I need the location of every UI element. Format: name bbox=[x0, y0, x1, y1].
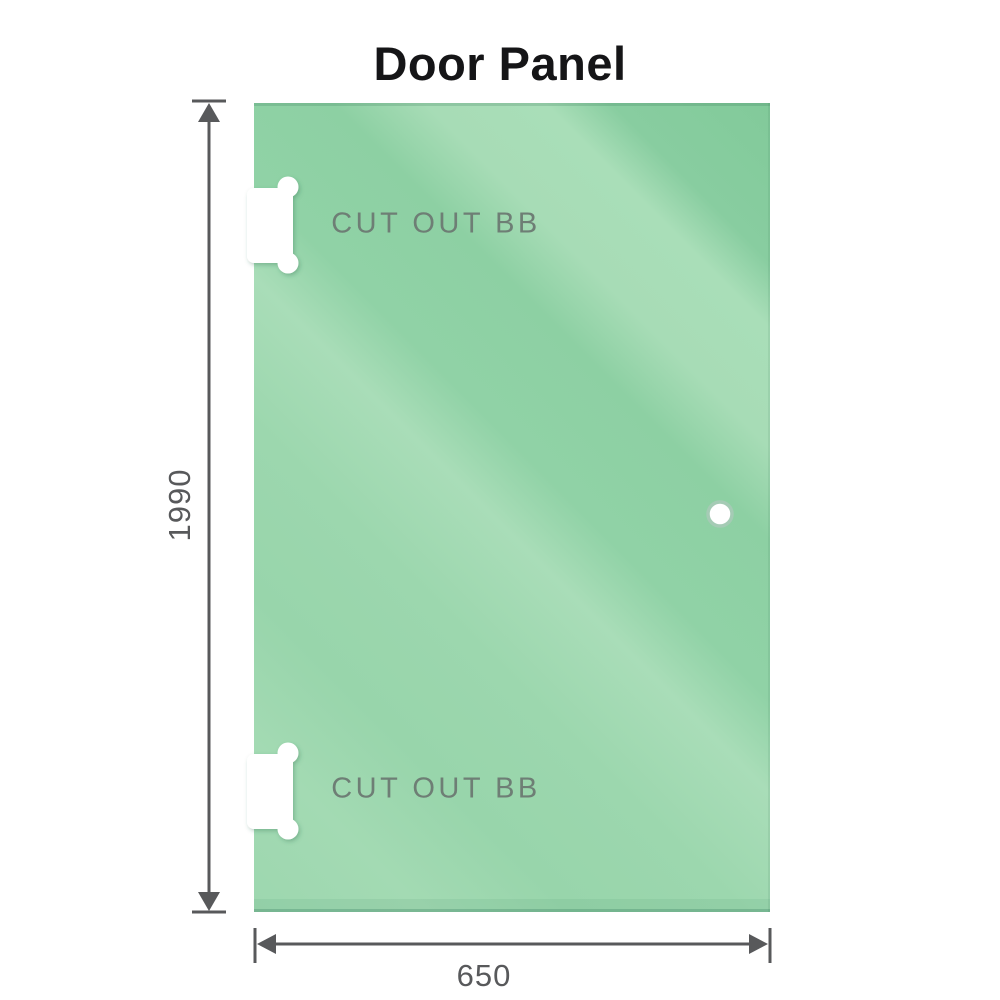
cutout-bottom-lobe-upper bbox=[277, 742, 299, 764]
diagram-title: Door Panel bbox=[373, 37, 627, 90]
cutout-top-lobe-lower bbox=[277, 252, 299, 274]
cutout-bottom bbox=[247, 742, 299, 840]
panel-glass-face bbox=[254, 103, 770, 912]
cutout-bottom-slot bbox=[247, 754, 293, 829]
height-dimension-arrowhead-down bbox=[198, 892, 220, 911]
panel-right-edge bbox=[768, 103, 770, 912]
width-dimension-arrow bbox=[253, 928, 772, 963]
panel-top-edge bbox=[254, 103, 770, 106]
handle-hole bbox=[706, 500, 734, 528]
height-dimension-arrowhead-up bbox=[198, 103, 220, 122]
cutout-top-label: CUT OUT BB bbox=[331, 207, 541, 240]
cutout-top-slot bbox=[247, 188, 293, 263]
cutout-bottom-label: CUT OUT BB bbox=[331, 772, 541, 805]
cutout-top-lobe-upper bbox=[277, 176, 299, 198]
width-dimension-arrowhead-right bbox=[749, 934, 768, 954]
panel-bottom-edge bbox=[254, 909, 770, 912]
height-dimension-arrow bbox=[192, 99, 226, 914]
height-dimension-label: 1990 bbox=[162, 468, 197, 542]
cutout-top bbox=[247, 176, 299, 274]
cutout-bottom-lobe-lower bbox=[277, 818, 299, 840]
panel-glass bbox=[254, 103, 770, 912]
width-dimension-label: 650 bbox=[456, 958, 512, 993]
panel-bottom-band bbox=[254, 899, 770, 912]
width-dimension-arrowhead-left bbox=[257, 934, 276, 954]
